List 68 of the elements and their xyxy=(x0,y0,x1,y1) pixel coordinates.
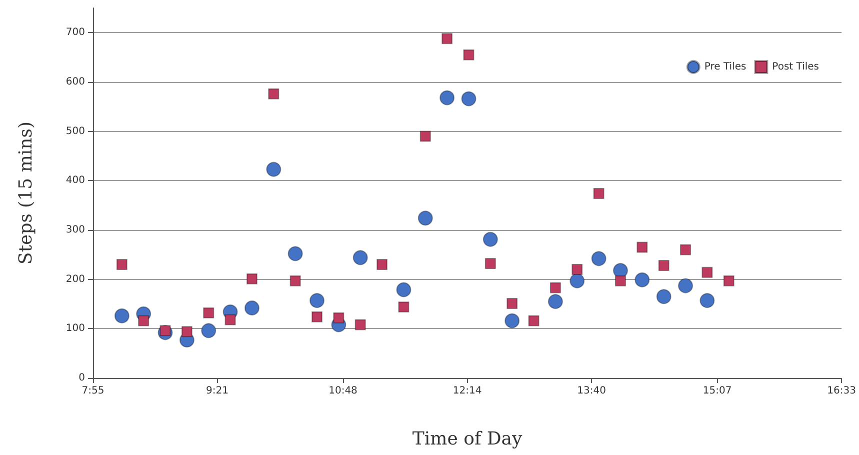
point xyxy=(593,188,604,199)
point xyxy=(612,262,628,278)
x-tick-label: 10:48 xyxy=(328,386,358,396)
point xyxy=(420,130,431,142)
point xyxy=(634,272,650,288)
point xyxy=(656,289,672,304)
point xyxy=(246,273,258,284)
point xyxy=(333,312,344,324)
point xyxy=(288,246,303,262)
legend-label: Pre Tiles xyxy=(704,62,746,72)
point xyxy=(482,232,498,247)
point xyxy=(550,282,561,294)
legend-label: Post Tiles xyxy=(772,62,820,72)
y-tick-label: 100 xyxy=(66,323,85,334)
y-axis-title: Steps (15 mins) xyxy=(16,121,36,265)
point xyxy=(201,323,216,338)
point xyxy=(203,307,214,318)
point xyxy=(463,49,474,60)
point xyxy=(290,275,301,286)
point xyxy=(181,326,192,338)
point xyxy=(224,314,236,326)
point xyxy=(548,294,563,310)
point xyxy=(680,244,692,256)
point xyxy=(396,282,412,298)
x-tick-label: 12:14 xyxy=(452,386,482,396)
point xyxy=(138,315,150,326)
y-tick-label: 700 xyxy=(66,27,85,38)
point xyxy=(418,210,433,226)
point xyxy=(354,319,366,330)
x-tick-label: 13:40 xyxy=(577,386,606,396)
point xyxy=(570,273,585,288)
point xyxy=(114,308,130,324)
point xyxy=(116,259,128,270)
point xyxy=(440,90,455,106)
point xyxy=(658,260,670,272)
point xyxy=(266,162,282,177)
point xyxy=(702,266,713,278)
point xyxy=(352,250,368,266)
point xyxy=(244,300,260,316)
point xyxy=(311,311,322,322)
point xyxy=(528,315,540,326)
x-tick-label: 9:21 xyxy=(206,386,229,396)
point xyxy=(723,275,734,286)
y-tick-label: 500 xyxy=(66,126,85,137)
y-tick-label: 0 xyxy=(78,372,85,384)
point xyxy=(484,258,496,270)
x-tick-label: 7:55 xyxy=(82,386,104,396)
point xyxy=(636,242,648,253)
x-tick-label: 15:07 xyxy=(702,386,732,396)
y-tick-label: 300 xyxy=(66,224,85,236)
point xyxy=(461,91,476,106)
point xyxy=(504,313,520,328)
point xyxy=(700,293,715,308)
y-tick-label: 200 xyxy=(66,274,85,285)
x-axis-title: Time of Day xyxy=(412,428,523,450)
point xyxy=(310,293,324,308)
point xyxy=(572,264,583,275)
point xyxy=(678,278,694,294)
y-tick-label: 600 xyxy=(66,76,85,88)
point xyxy=(398,301,410,312)
point xyxy=(376,259,388,270)
point xyxy=(268,88,280,100)
point xyxy=(614,275,626,286)
point xyxy=(591,251,606,266)
y-tick-label: 400 xyxy=(66,175,85,186)
point xyxy=(506,298,518,310)
x-tick-label: 16:33 xyxy=(827,386,856,396)
point xyxy=(442,33,453,44)
